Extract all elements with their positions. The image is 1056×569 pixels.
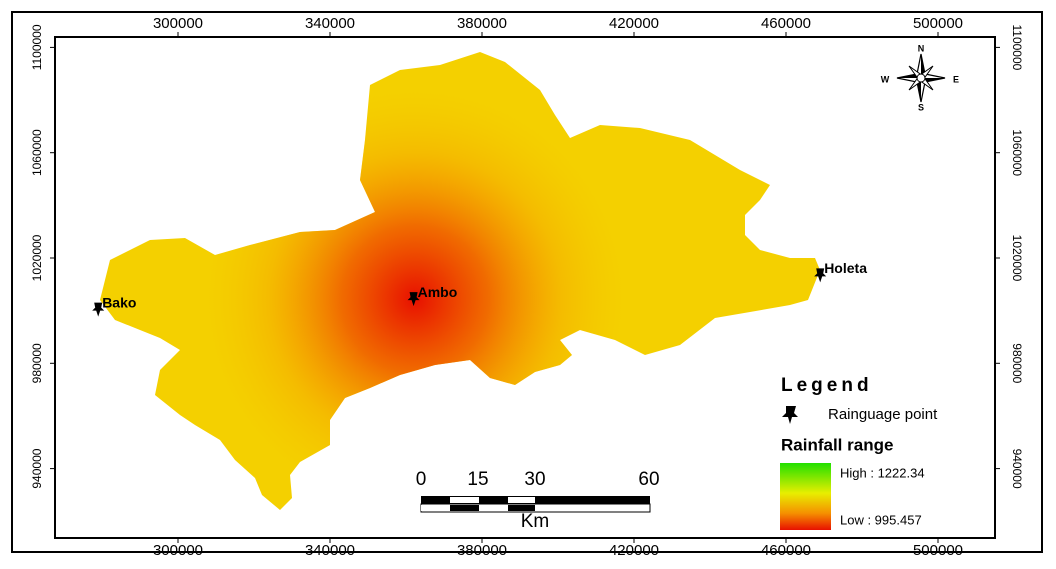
compass-w: W — [881, 74, 890, 84]
station-marker — [92, 302, 105, 317]
x-tick-label-bottom: 420000 — [609, 542, 659, 559]
scale-segment — [421, 505, 450, 511]
legend-low: Low : 995.457 — [840, 512, 922, 527]
x-tick-label-top: 380000 — [457, 15, 507, 32]
legend-high: High : 1222.34 — [840, 465, 925, 480]
y-tick-label-right: 940000 — [1010, 449, 1024, 489]
x-tick-label-top: 460000 — [761, 15, 811, 32]
legend-ramp — [780, 463, 831, 530]
scale-label: 15 — [467, 469, 488, 490]
x-tick-label-bottom: 500000 — [913, 542, 963, 559]
y-tick-label-right: 1100000 — [1010, 24, 1024, 70]
x-tick-label-top: 300000 — [153, 15, 203, 32]
station-marker — [814, 268, 827, 283]
scale-bar: Km — [420, 496, 651, 532]
x-tick-label-bottom: 300000 — [153, 542, 203, 559]
x-tick-label-top: 340000 — [305, 15, 355, 32]
station-label: Holeta — [824, 260, 867, 276]
y-tick-label-left: 1100000 — [30, 24, 44, 70]
y-tick-label-left: 940000 — [30, 448, 44, 488]
rainfall-overlay — [100, 52, 820, 510]
compass-e: E — [953, 74, 959, 84]
axes-and-stations: 300000 300000 340000 340000 380000 380000 4200… — [30, 15, 1024, 559]
compass-s: S — [918, 102, 924, 112]
legend-range-title: Rainfall range — [781, 435, 893, 454]
scale-label: 30 — [524, 469, 545, 490]
y-tick-label-right: 1020000 — [1010, 235, 1024, 282]
study-area — [100, 52, 820, 510]
scale-segment — [508, 497, 535, 503]
scale-segment — [508, 505, 535, 511]
y-tick-label-right: 980000 — [1010, 343, 1024, 383]
outer-frame — [11, 11, 1043, 553]
x-tick-label-bottom: 380000 — [457, 542, 507, 559]
scale-bar-top — [421, 496, 650, 504]
scale-segment — [450, 497, 479, 503]
y-tick-label-right: 1060000 — [1010, 129, 1024, 176]
y-tick-label-left: 980000 — [30, 343, 44, 383]
y-tick-label-left: 1060000 — [30, 129, 44, 176]
legend-point-label: Rainguage point — [828, 406, 938, 423]
legend-point-icon — [782, 406, 798, 424]
x-tick-label-top: 420000 — [609, 15, 659, 32]
station-label: Bako — [102, 294, 136, 310]
legend-title: Legend — [781, 375, 873, 396]
station-label: Ambo — [418, 284, 458, 300]
y-tick-label-left: 1020000 — [30, 234, 44, 281]
scale-label: 0 — [416, 469, 427, 490]
legend: Legend Rainguage point Rainfall range Hi… — [780, 375, 938, 530]
scale-segment — [450, 505, 479, 511]
x-tick-label-bottom: 340000 — [305, 542, 355, 559]
scale-unit: Km — [521, 511, 550, 532]
x-tick-label-top: 500000 — [913, 15, 963, 32]
station-marker — [407, 292, 420, 307]
compass-n: N — [918, 43, 925, 53]
x-tick-label-bottom: 460000 — [761, 542, 811, 559]
north-arrow: N E S W — [881, 43, 959, 112]
compass-center — [916, 73, 926, 83]
scale-label: 60 — [638, 469, 659, 490]
